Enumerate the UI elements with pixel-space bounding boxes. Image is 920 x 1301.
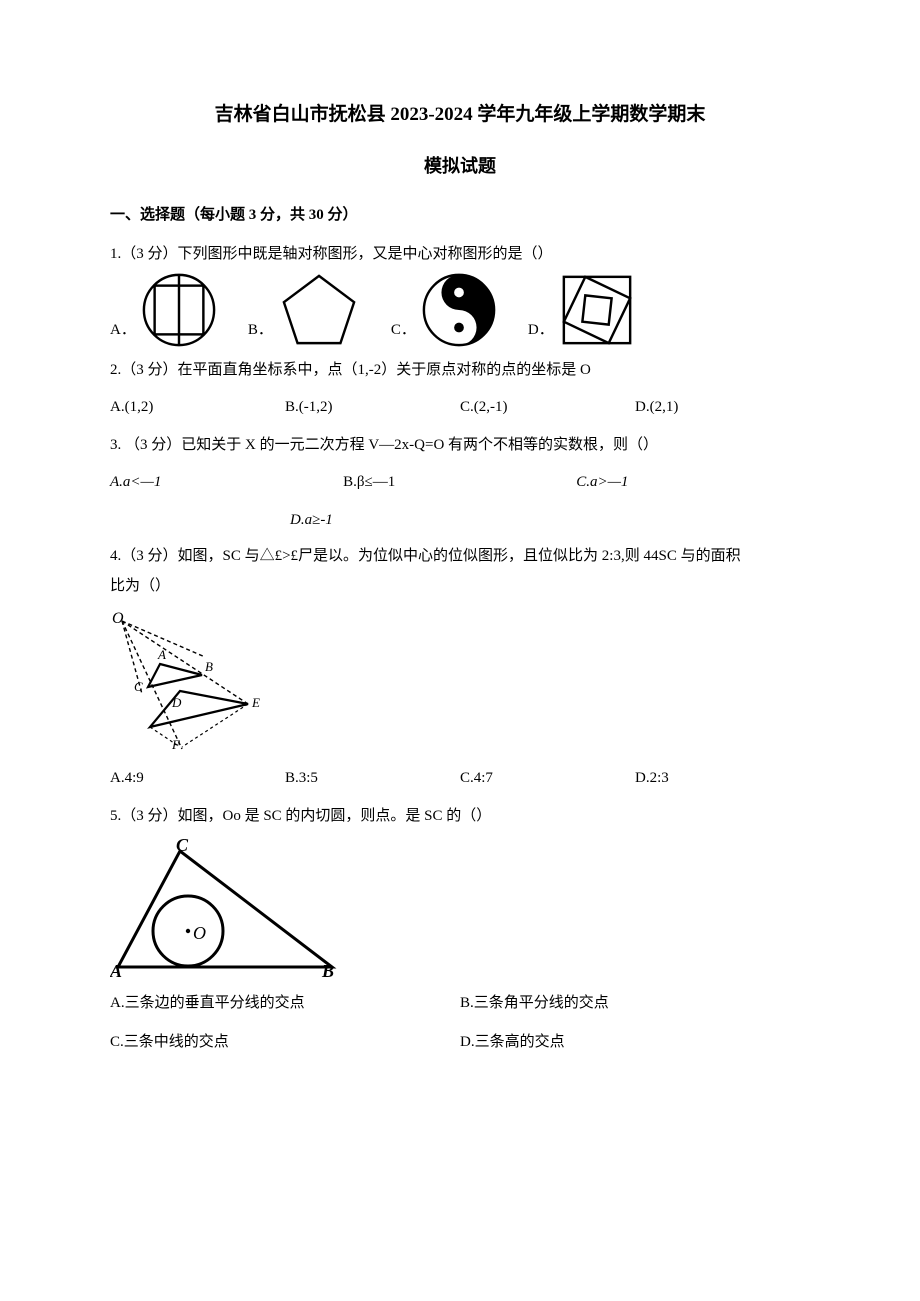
page-title-2: 模拟试题 [110,152,810,181]
q5-opt-a: A.三条边的垂直平分线的交点 [110,987,460,1020]
q2-opt-a: A.(1,2) [110,391,285,424]
q1-fig-a [140,271,218,349]
question-3: 3. （3 分）已知关于 X 的一元二次方程 V—2x-Q=O 有两个不相等的实… [110,430,810,460]
svg-text:A: A [157,647,166,662]
q5-opt-b: B.三条角平分线的交点 [460,987,810,1020]
q4-opt-b: B.3:5 [285,762,460,795]
section-heading: 一、选择题（每小题 3 分，共 30 分） [110,203,810,227]
q5-options-row2: C.三条中线的交点 D.三条高的交点 [110,1026,810,1059]
q4-text-a: 4.（3 分）如图，SC 与△£>£尸是以。为位似中心的位似图形，且位似比为 2… [110,541,810,571]
question-5: 5.（3 分）如图，Oo 是 SC 的内切圆，则点。是 SC 的（） [110,801,810,831]
q4-figure: O A B C D E F [110,609,810,754]
q3-opt-c: C.a>—1 [576,466,809,499]
q2-opt-b: B.(-1,2) [285,391,460,424]
q3-options-row2: D.a≥-1 [110,505,810,535]
q1-opt-d-label: D． [528,314,554,347]
q2-opt-c: C.(2,-1) [460,391,635,424]
q1-options: A． B． C． D． [110,271,810,349]
svg-text:D: D [171,695,182,710]
q1-opt-c-label: C． [391,314,416,347]
q3-text: 3. （3 分）已知关于 X 的一元二次方程 V—2x-Q=O 有两个不相等的实… [110,430,810,460]
q1-opt-c: C． [391,271,498,349]
q3-opt-a: A.a<—1 [110,466,343,499]
q4-opt-d: D.2:3 [635,762,810,795]
q1-opt-b-label: B． [248,314,273,347]
q5-text: 5.（3 分）如图，Oo 是 SC 的内切圆，则点。是 SC 的（） [110,801,810,831]
q3-opt-d: D.a≥-1 [290,512,333,528]
svg-text:O: O [193,923,206,943]
q4-options: A.4:9 B.3:5 C.4:7 D.2:3 [110,762,810,795]
page-title-1: 吉林省白山市抚松县 2023-2024 学年九年级上学期数学期末 [110,100,810,130]
q1-opt-a: A． [110,271,218,349]
q1-text: 1.（3 分）下列图形中既是轴对称图形，又是中心对称图形的是（） [110,239,810,269]
q3-opt-b: B.β≤—1 [343,466,576,499]
q4-text-b: 比为（） [110,571,810,601]
q2-options: A.(1,2) B.(-1,2) C.(2,-1) D.(2,1) [110,391,810,424]
svg-text:C: C [134,679,143,694]
q1-fig-d [558,271,636,349]
q4-opt-c: C.4:7 [460,762,635,795]
svg-text:O: O [112,610,124,627]
q5-options-row1: A.三条边的垂直平分线的交点 B.三条角平分线的交点 [110,987,810,1020]
q2-opt-d: D.(2,1) [635,391,810,424]
svg-text:A: A [110,961,122,979]
svg-text:B: B [321,961,334,979]
svg-text:C: C [176,839,189,855]
question-4: 4.（3 分）如图，SC 与△£>£尸是以。为位似中心的位似图形，且位似比为 2… [110,541,810,601]
svg-text:B: B [205,659,213,674]
q1-opt-d: D． [528,271,636,349]
q5-figure: O A B C [110,839,810,979]
q5-opt-d: D.三条高的交点 [460,1026,810,1059]
question-2: 2.（3 分）在平面直角坐标系中，点（1,-2）关于原点对称的点的坐标是 O [110,355,810,385]
q1-fig-c [420,271,498,349]
svg-text:E: E [251,695,260,710]
q1-opt-b: B． [248,271,361,349]
question-1: 1.（3 分）下列图形中既是轴对称图形，又是中心对称图形的是（） A． B． C… [110,239,810,349]
q3-options-row1: A.a<—1 B.β≤—1 C.a>—1 [110,466,810,499]
q1-opt-a-label: A． [110,314,136,347]
q2-text: 2.（3 分）在平面直角坐标系中，点（1,-2）关于原点对称的点的坐标是 O [110,355,810,385]
q4-opt-a: A.4:9 [110,762,285,795]
q5-opt-c: C.三条中线的交点 [110,1026,460,1059]
q1-fig-b [277,271,361,349]
